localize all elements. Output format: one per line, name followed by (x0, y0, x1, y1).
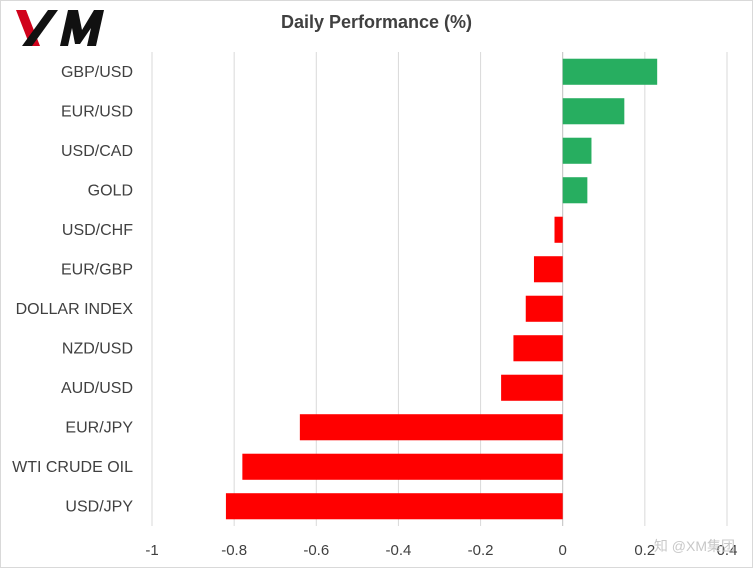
logo-x-arm (22, 10, 58, 46)
category-label: USD/CAD (61, 143, 133, 160)
xm-logo (16, 10, 104, 46)
category-label: EUR/JPY (65, 419, 133, 436)
x-tick-label: 0 (559, 542, 567, 559)
watermark: 知 @XM集团 (653, 538, 735, 554)
x-tick-label: -0.8 (221, 542, 247, 559)
category-label: USD/JPY (65, 498, 133, 515)
bar (525, 295, 563, 322)
category-label: GBP/USD (61, 64, 133, 81)
bar (513, 335, 563, 362)
chart-title: Daily Performance (%) (280, 12, 473, 32)
bar (562, 177, 588, 204)
x-tick-label: 0.4 (717, 542, 738, 559)
category-label: WTI CRUDE OIL (12, 459, 133, 476)
bar (242, 453, 563, 480)
category-label: EUR/USD (61, 103, 133, 120)
bar (299, 414, 563, 441)
bar (533, 256, 563, 283)
x-tick-label: -0.2 (468, 542, 494, 559)
x-tick-label: -0.6 (303, 542, 329, 559)
logo-m (60, 10, 104, 46)
bar (225, 493, 563, 520)
bar (501, 374, 563, 401)
category-label: NZD/USD (62, 340, 133, 357)
bar (562, 58, 658, 85)
x-tick-label: 0.2 (634, 542, 655, 559)
x-tick-label: -0.4 (385, 542, 411, 559)
x-tick-label: -1 (145, 542, 158, 559)
bar (562, 98, 625, 125)
category-label: DOLLAR INDEX (16, 301, 134, 318)
category-label: USD/CHF (62, 222, 133, 239)
category-label: AUD/USD (61, 380, 133, 397)
category-label: EUR/GBP (61, 261, 133, 278)
bar (562, 137, 592, 164)
bar (554, 216, 563, 243)
category-label: GOLD (88, 182, 133, 199)
